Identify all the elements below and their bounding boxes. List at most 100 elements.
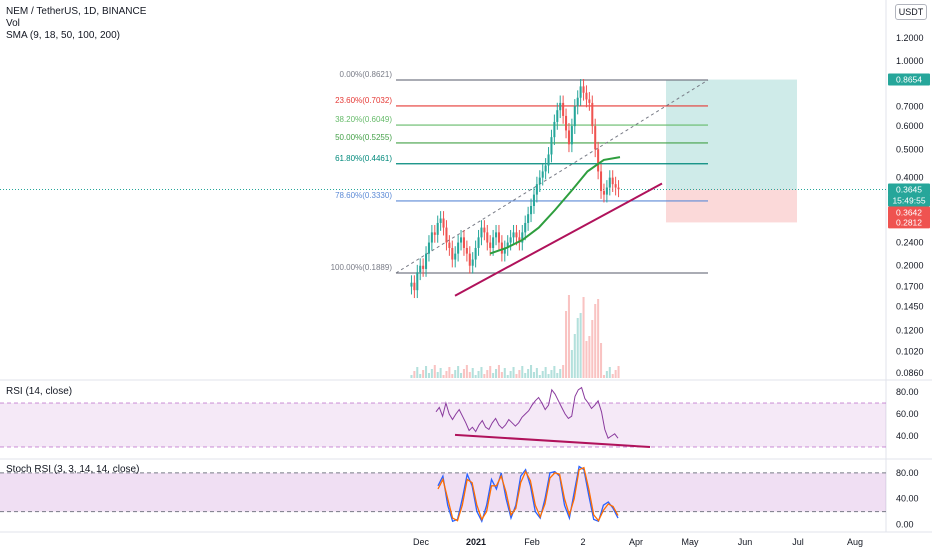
candle-body bbox=[468, 253, 471, 266]
candle-body bbox=[611, 177, 614, 185]
candle-body bbox=[460, 237, 463, 243]
candle-body bbox=[582, 86, 585, 93]
volume-bar bbox=[492, 373, 495, 378]
rsi-tick-label: 40.00 bbox=[896, 431, 919, 441]
volume-bar bbox=[451, 374, 454, 378]
price-badge bbox=[888, 73, 930, 86]
candle-body bbox=[530, 205, 533, 215]
fib-trend-line bbox=[395, 79, 709, 274]
volume-bar bbox=[477, 371, 480, 378]
candle-body bbox=[500, 242, 503, 254]
candle-body bbox=[573, 106, 576, 127]
stoch-rsi-title: Stoch RSI (3, 3, 14, 14, close) bbox=[6, 464, 140, 475]
candle-body bbox=[451, 247, 454, 260]
candle-body bbox=[588, 99, 591, 103]
volume-bar bbox=[495, 369, 498, 378]
volume-bar bbox=[521, 366, 524, 378]
volume-bar bbox=[465, 365, 468, 378]
price-badge bbox=[888, 183, 930, 196]
candle-body bbox=[416, 272, 419, 291]
price-tick-label: 0.4000 bbox=[896, 173, 924, 183]
candle-body bbox=[591, 102, 594, 127]
volume-bar bbox=[489, 366, 492, 378]
volume-bar bbox=[448, 367, 451, 378]
rsi-title: RSI (14, close) bbox=[6, 386, 73, 397]
rsi-tick-label: 60.00 bbox=[896, 409, 919, 419]
candle-body bbox=[535, 184, 538, 195]
volume-bar bbox=[576, 318, 579, 378]
candle-body bbox=[448, 242, 451, 248]
volume-bar bbox=[410, 375, 413, 378]
volume-bar bbox=[515, 374, 518, 378]
candle-body bbox=[562, 102, 565, 116]
time-tick-label: Dec bbox=[413, 537, 430, 547]
volume-bar bbox=[468, 372, 471, 378]
price-tick-label: 0.1700 bbox=[896, 281, 924, 291]
volume-bar bbox=[544, 367, 547, 378]
volume-bar bbox=[462, 369, 465, 378]
profit-zone bbox=[666, 79, 797, 190]
volume-bar bbox=[416, 367, 419, 378]
volume-bar bbox=[594, 304, 597, 378]
rsi-divergence-line bbox=[454, 433, 651, 448]
volume-bar bbox=[480, 367, 483, 378]
candle-body bbox=[492, 237, 495, 248]
time-tick-label: Jun bbox=[738, 537, 753, 547]
volume-bar bbox=[532, 372, 535, 378]
candle-body bbox=[541, 171, 544, 178]
candle-body bbox=[489, 242, 492, 248]
volume-bar bbox=[611, 374, 614, 378]
volume-bar bbox=[500, 372, 503, 378]
volume-bar bbox=[541, 371, 544, 378]
fib-level-label: 0.00%(0.8621) bbox=[340, 70, 393, 79]
volume-bar bbox=[486, 370, 489, 378]
volume-bar bbox=[436, 372, 439, 378]
candle-body bbox=[474, 247, 477, 260]
time-tick-label: 2021 bbox=[466, 537, 486, 547]
candle-body bbox=[585, 92, 588, 100]
candle-body bbox=[413, 282, 416, 291]
price-tick-label: 0.5000 bbox=[896, 144, 924, 154]
stoch-tick-label: 0.00 bbox=[896, 520, 914, 530]
volume-bar bbox=[585, 341, 588, 378]
fib-level-label: 61.80%(0.4461) bbox=[335, 154, 392, 163]
price-tick-label: 0.2000 bbox=[896, 261, 924, 271]
time-tick-label: 2 bbox=[580, 537, 585, 547]
volume-bar bbox=[457, 366, 460, 378]
candle-body bbox=[597, 149, 600, 172]
price-tick-label: 1.2000 bbox=[896, 33, 924, 43]
sma-50-line bbox=[489, 156, 621, 255]
rsi-tick-label: 80.00 bbox=[896, 387, 919, 397]
volume-bar bbox=[527, 369, 530, 378]
candle-body bbox=[565, 115, 568, 131]
volume-bar bbox=[600, 343, 603, 378]
stoch-k-line bbox=[437, 465, 619, 524]
candle-body bbox=[425, 253, 428, 269]
volume-bar bbox=[591, 320, 594, 378]
price-tick-label: 0.1200 bbox=[896, 326, 924, 336]
candle-body bbox=[483, 227, 486, 233]
candle-body bbox=[419, 265, 422, 273]
volume-bar bbox=[512, 367, 515, 378]
candle-body bbox=[497, 232, 500, 243]
volume-bar bbox=[562, 365, 565, 378]
price-tick-label: 0.1020 bbox=[896, 346, 924, 356]
time-tick-label: Aug bbox=[847, 537, 863, 547]
volume-bar bbox=[506, 375, 509, 378]
price-badge-label: 0.3642 bbox=[896, 207, 922, 217]
support-trendline bbox=[454, 182, 663, 297]
volume-bar bbox=[565, 311, 568, 378]
stoch-tick-label: 80.00 bbox=[896, 468, 919, 478]
candle-body bbox=[605, 187, 608, 195]
candle-body bbox=[538, 177, 541, 185]
candle-body bbox=[477, 237, 480, 248]
candle-body bbox=[550, 137, 553, 155]
candle-body bbox=[521, 232, 524, 243]
price-badge-label: 0.2812 bbox=[896, 217, 922, 227]
candle-body bbox=[506, 242, 509, 248]
volume-bar bbox=[602, 375, 605, 378]
volume-bar bbox=[474, 375, 477, 378]
time-tick-label: Feb bbox=[524, 537, 540, 547]
currency-button[interactable]: USDT bbox=[895, 4, 927, 20]
